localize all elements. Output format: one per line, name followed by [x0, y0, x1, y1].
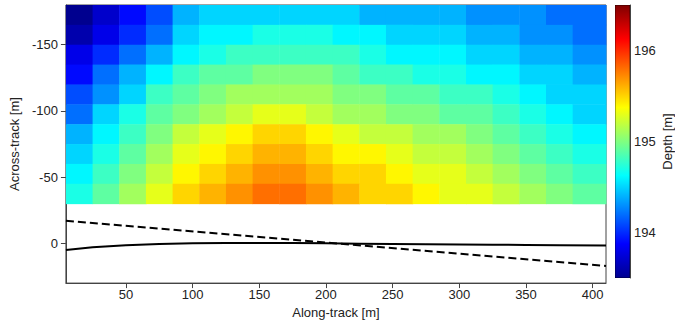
svg-text:-150: -150 [32, 37, 58, 52]
svg-text:Along-track [m]: Along-track [m] [292, 305, 379, 320]
svg-text:196: 196 [634, 43, 656, 58]
svg-text:50: 50 [119, 287, 133, 302]
svg-text:200: 200 [315, 287, 337, 302]
svg-text:250: 250 [382, 287, 404, 302]
svg-text:350: 350 [515, 287, 537, 302]
svg-text:Depth [m]: Depth [m] [660, 113, 675, 169]
svg-text:195: 195 [634, 134, 656, 149]
svg-text:-50: -50 [39, 170, 58, 185]
svg-text:Across-track [m]: Across-track [m] [7, 97, 22, 191]
svg-text:300: 300 [448, 287, 470, 302]
svg-text:0: 0 [51, 236, 58, 251]
svg-text:400: 400 [582, 287, 604, 302]
svg-text:194: 194 [634, 225, 656, 240]
svg-text:100: 100 [182, 287, 204, 302]
svg-text:-100: -100 [32, 103, 58, 118]
svg-text:150: 150 [248, 287, 270, 302]
